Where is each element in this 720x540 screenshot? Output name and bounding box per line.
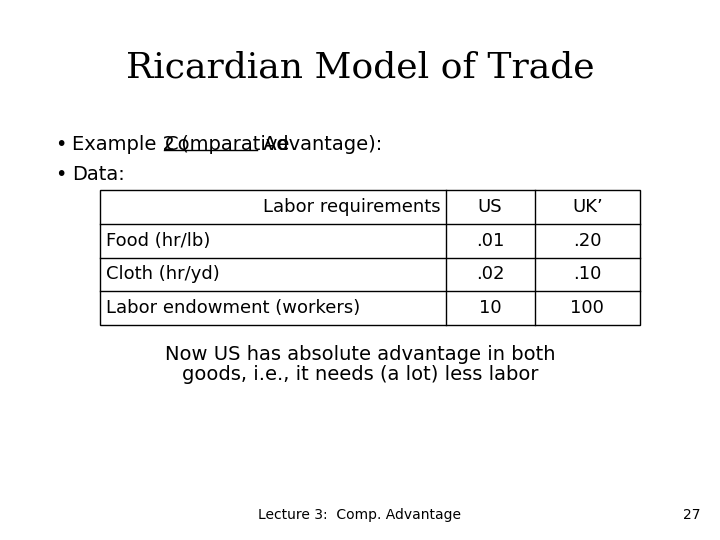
Text: 10: 10	[479, 299, 501, 317]
Text: Lecture 3:  Comp. Advantage: Lecture 3: Comp. Advantage	[258, 508, 462, 522]
Text: 100: 100	[570, 299, 604, 317]
Text: .01: .01	[476, 232, 504, 249]
Text: .02: .02	[476, 265, 505, 284]
Text: Now US has absolute advantage in both: Now US has absolute advantage in both	[165, 345, 555, 364]
Text: goods, i.e., it needs (a lot) less labor: goods, i.e., it needs (a lot) less labor	[181, 365, 539, 384]
Text: Advantage):: Advantage):	[257, 135, 382, 154]
Text: UK’: UK’	[572, 198, 603, 216]
Text: Labor endowment (workers): Labor endowment (workers)	[106, 299, 360, 317]
Text: Cloth (hr/yd): Cloth (hr/yd)	[106, 265, 220, 284]
Text: 27: 27	[683, 508, 700, 522]
Text: Comparative: Comparative	[164, 135, 289, 154]
Text: US: US	[478, 198, 503, 216]
Text: •: •	[55, 165, 66, 184]
Text: Example 2 (: Example 2 (	[72, 135, 189, 154]
Bar	[100, 190, 640, 325]
Text: Food (hr/lb): Food (hr/lb)	[106, 232, 210, 249]
Text: Labor requirements: Labor requirements	[263, 198, 441, 216]
Text: .20: .20	[573, 232, 602, 249]
Text: Ricardian Model of Trade: Ricardian Model of Trade	[126, 50, 594, 84]
Text: •: •	[55, 135, 66, 154]
Text: .10: .10	[573, 265, 601, 284]
Text: Data:: Data:	[72, 165, 125, 184]
